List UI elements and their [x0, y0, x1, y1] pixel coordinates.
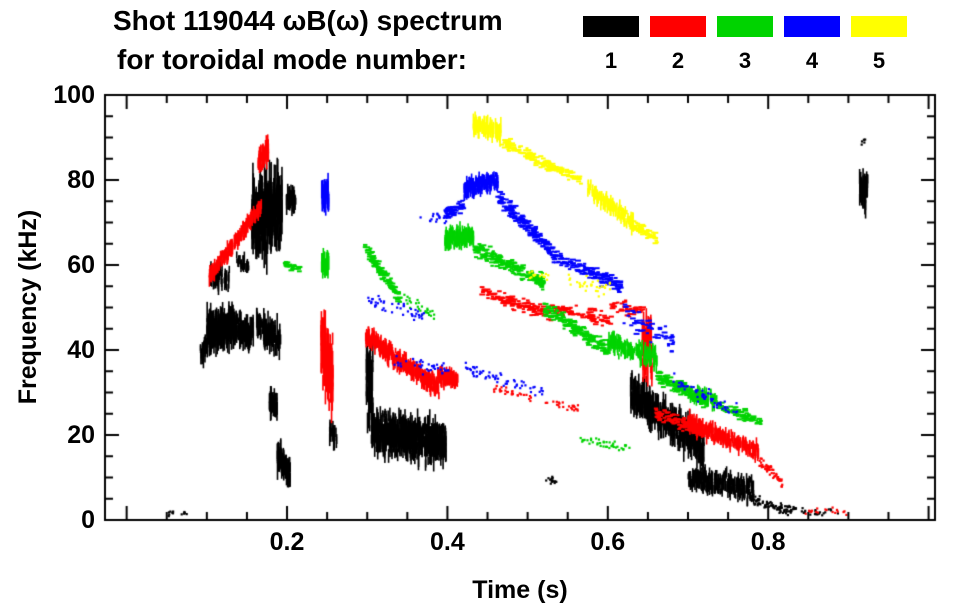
legend-swatch-mode-2 — [650, 16, 706, 37]
y-axis-label: Frequency (kHz) — [14, 209, 42, 405]
legend-swatch-mode-1 — [583, 16, 639, 37]
legend-swatches — [583, 16, 907, 37]
x-tick-label: 0.6 — [590, 528, 626, 556]
y-tick-label: 60 — [67, 251, 95, 279]
legend-mode-number: 3 — [738, 48, 752, 73]
x-axis-label: Time (s) — [472, 576, 568, 604]
legend-mode-number: 4 — [805, 48, 819, 73]
y-tick-label: 40 — [67, 336, 95, 364]
x-tick-label: 0.8 — [750, 528, 786, 556]
chart-subtitle: for toroidal mode number: — [117, 44, 467, 75]
y-tick-label: 100 — [53, 81, 95, 109]
chart-title: Shot 119044 ωB(ω) spectrum — [113, 5, 503, 36]
x-tick-label: 0.2 — [269, 528, 305, 556]
x-tick-label: 0.4 — [430, 528, 465, 556]
legend-mode-number: 5 — [872, 48, 886, 73]
legend-swatch-mode-3 — [717, 16, 773, 37]
y-tick-label: 20 — [67, 421, 95, 449]
legend-mode-number: 1 — [604, 48, 618, 73]
y-tick-label: 0 — [81, 506, 95, 534]
legend-swatch-mode-5 — [851, 16, 907, 37]
legend-mode-numbers: 1 2 3 4 5 — [583, 48, 907, 74]
legend-mode-number: 2 — [671, 48, 685, 73]
y-tick-label: 80 — [67, 166, 95, 194]
legend-swatch-mode-4 — [784, 16, 840, 37]
